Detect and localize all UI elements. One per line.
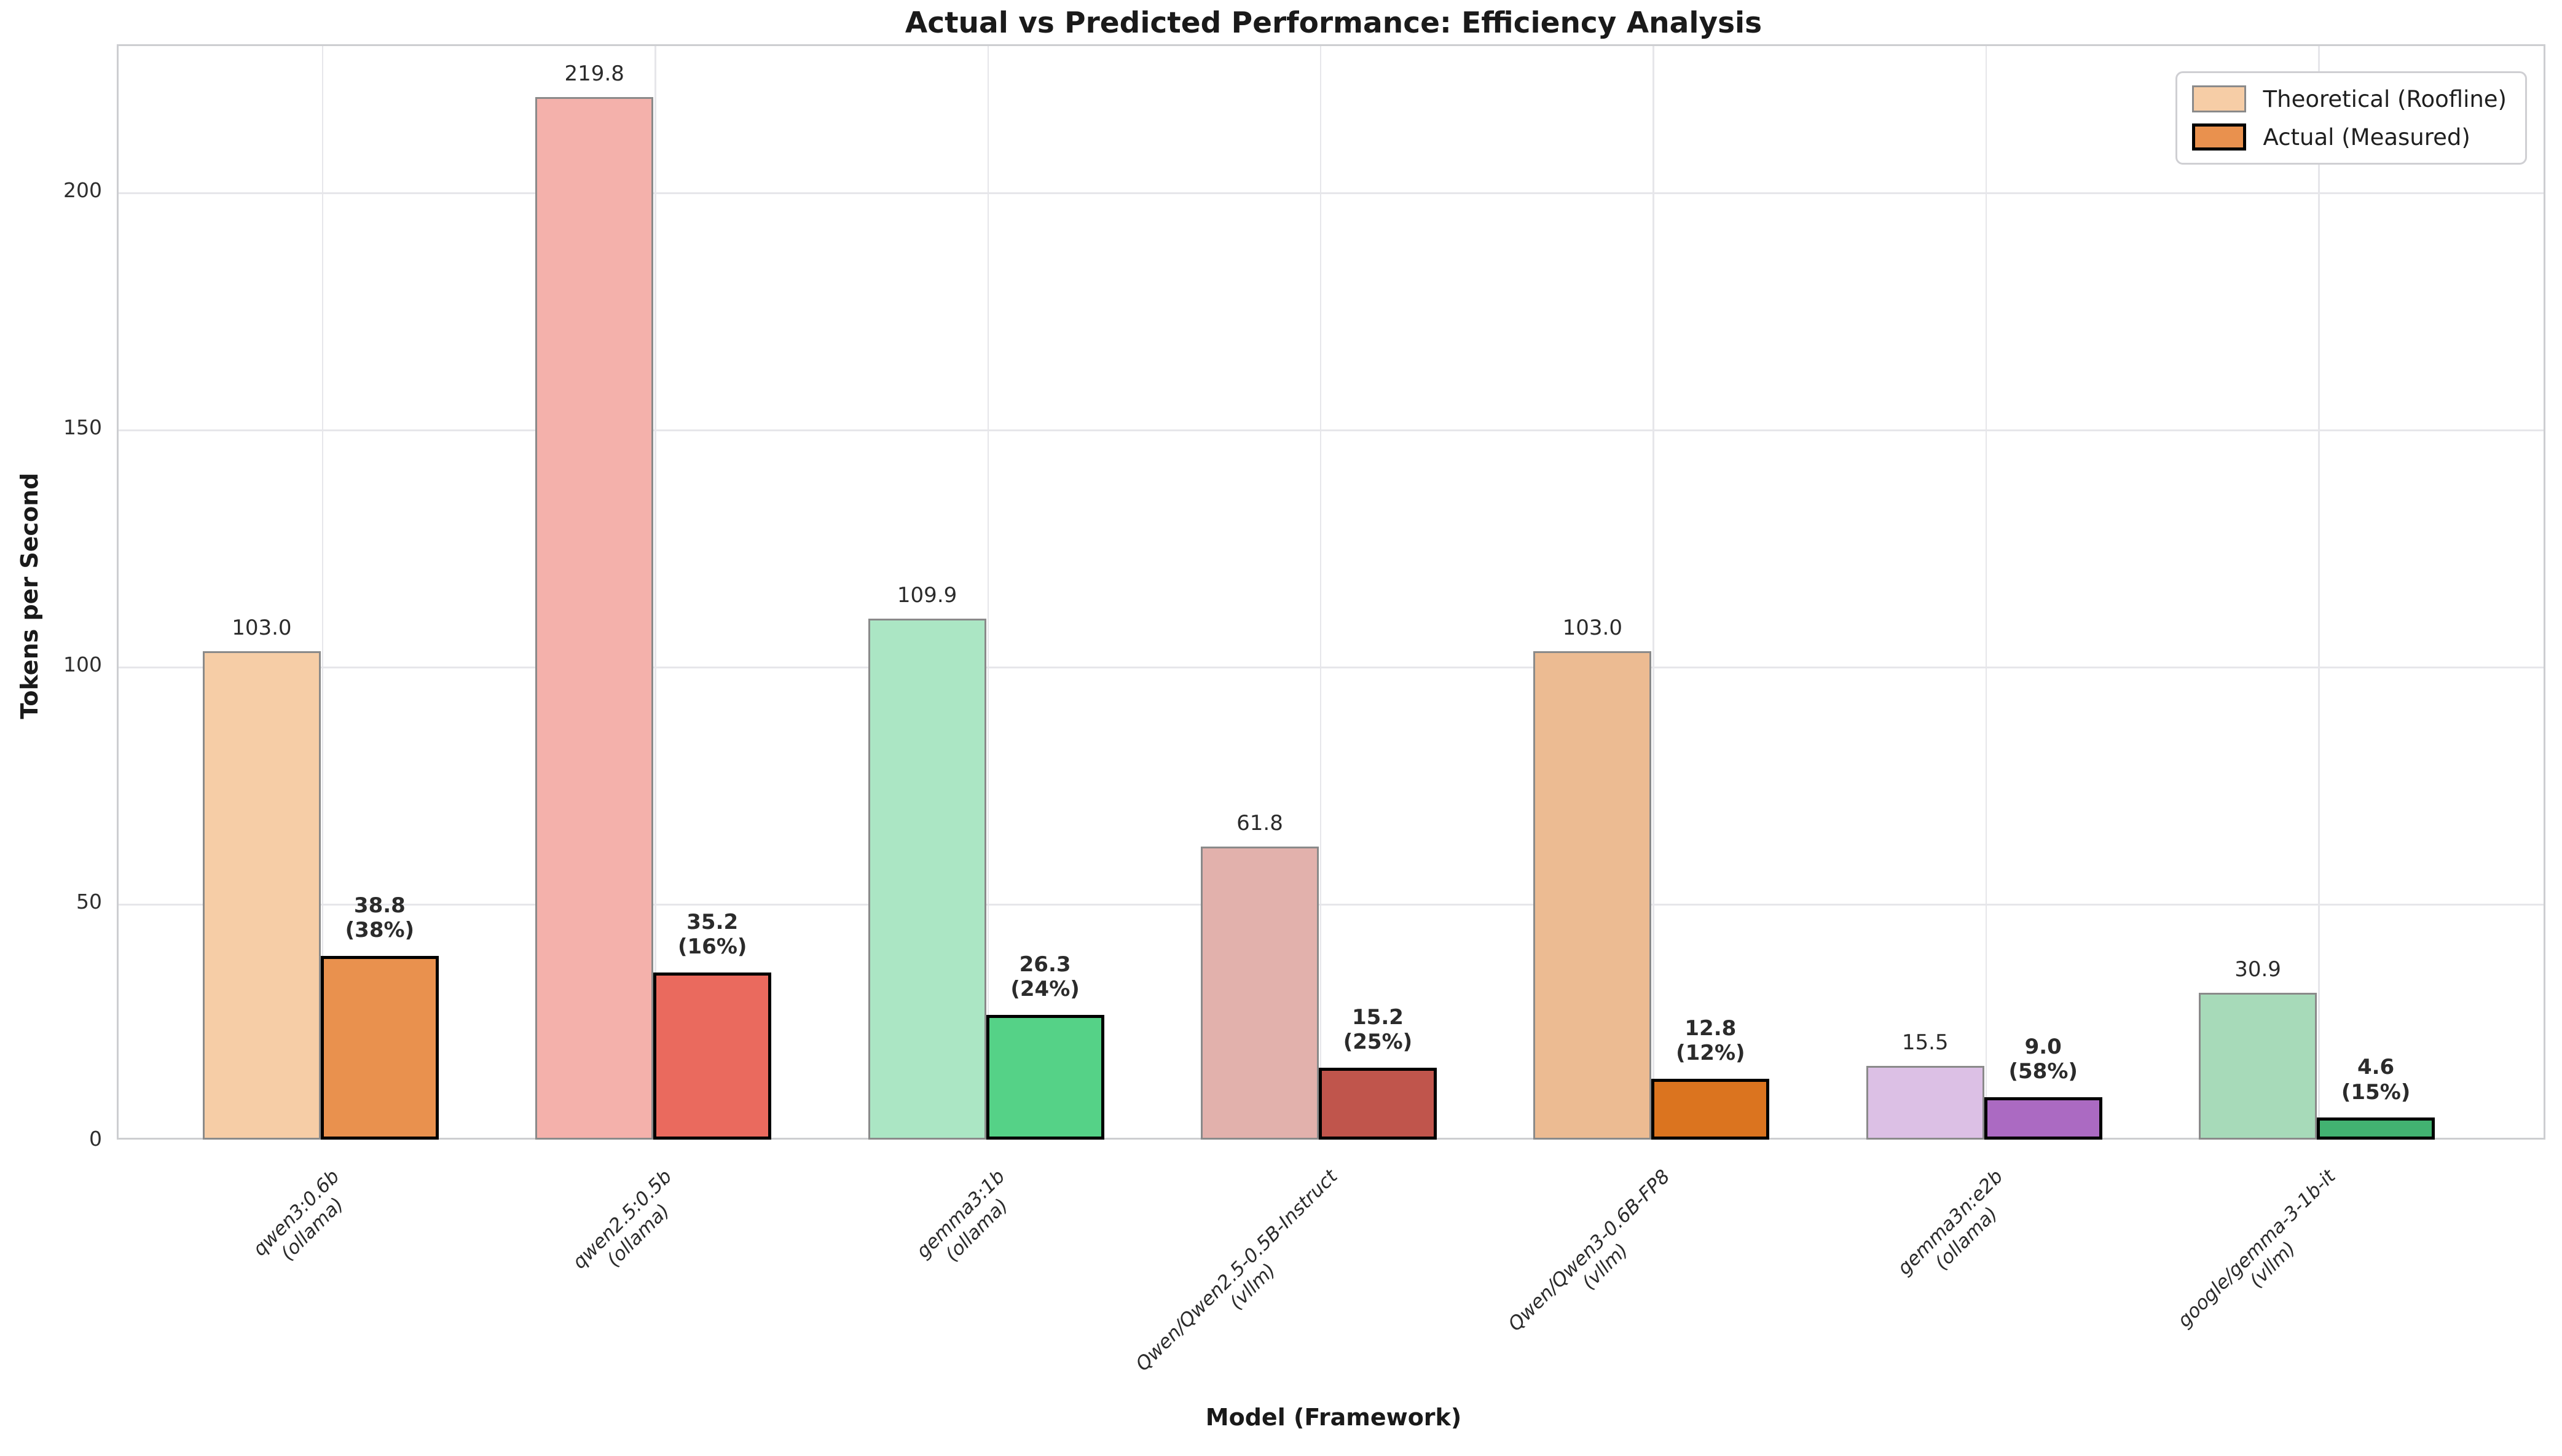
efficiency-percent: (25%)	[1343, 1029, 1413, 1054]
gridline-y-200	[119, 192, 2544, 194]
gridline-x-6	[2318, 46, 2320, 1138]
value-label-actual: 35.2 (16%)	[678, 910, 747, 959]
x-tick-anchor-3: Qwen/Qwen2.5-0.5B-Instruct (vllm)	[1131, 1165, 1601, 1376]
value-label-theoretical: 15.5	[1901, 1030, 1949, 1055]
y-axis-label: Tokens per Second	[16, 472, 43, 719]
bar-actual-google/gemma-3-1b-it	[2317, 1117, 2435, 1140]
value-label-actual: 4.6 (15%)	[2341, 1055, 2410, 1104]
x-tick-label-gemma3n:e2b: gemma3n:e2b (ollama)	[1893, 1165, 2008, 1280]
x-tick-anchor-2: gemma3:1b (ollama)	[912, 1165, 1109, 1266]
gridline-y-100	[119, 667, 2544, 668]
value-label-theoretical: 103.0	[1562, 615, 1622, 640]
bar-theoretical-qwen3:0.6b	[202, 651, 321, 1140]
value-label-actual: 15.2 (25%)	[1343, 1005, 1412, 1054]
x-tick-label-qwen3:0.6b: qwen3:0.6b (ollama)	[248, 1165, 348, 1265]
x-tick-anchor-6: google/gemma-3-1b-it (vllm)	[2174, 1165, 2537, 1332]
value-label-actual: 38.8 (38%)	[345, 893, 414, 942]
plot-area	[117, 44, 2545, 1140]
legend-swatch-theoretical	[2191, 85, 2246, 112]
x-tick-anchor-1: qwen2.5:0.5b (ollama)	[568, 1165, 791, 1274]
actual-value: 15.2	[1352, 1004, 1404, 1030]
gridline-x-2	[987, 46, 989, 1138]
bar-actual-qwen2.5:0.5b	[653, 973, 772, 1140]
value-label-actual: 12.8 (12%)	[1676, 1016, 1745, 1065]
gridline-x-3	[1319, 46, 1322, 1138]
actual-value: 35.2	[686, 910, 739, 935]
actual-value: 38.8	[353, 893, 406, 918]
bar-actual-gemma3n:e2b	[1984, 1097, 2102, 1140]
value-label-theoretical: 30.9	[2234, 957, 2281, 982]
x-tick-label-google/gemma-3-1b-it: google/gemma-3-1b-it (vllm)	[2173, 1165, 2340, 1332]
bar-theoretical-Qwen/Qwen3-0.6B-FP8	[1533, 651, 1652, 1140]
efficiency-percent: (12%)	[1676, 1041, 1745, 1066]
value-label-theoretical: 103.0	[232, 615, 292, 640]
value-label-theoretical: 61.8	[1236, 810, 1283, 836]
gridline-x-1	[654, 46, 656, 1138]
chart-title: Actual vs Predicted Performance: Efficie…	[905, 6, 1762, 40]
bar-theoretical-gemma3:1b	[868, 618, 986, 1140]
gridline-y-50	[119, 904, 2544, 906]
legend: Theoretical (Roofline) Actual (Measured)	[2175, 71, 2527, 165]
actual-value: 4.6	[2357, 1055, 2395, 1080]
gridline-x-4	[1652, 46, 1654, 1138]
y-tick-50: 50	[76, 890, 102, 914]
x-tick-label-gemma3:1b: gemma3:1b (ollama)	[911, 1165, 1013, 1266]
actual-value: 26.3	[1019, 952, 1071, 977]
efficiency-percent: (58%)	[2008, 1059, 2078, 1084]
bar-actual-gemma3:1b	[986, 1015, 1104, 1140]
legend-entry-theoretical: Theoretical (Roofline)	[2191, 85, 2507, 112]
legend-label-actual: Actual (Measured)	[2263, 123, 2470, 151]
bar-theoretical-qwen2.5:0.5b	[535, 97, 654, 1140]
bar-theoretical-gemma3n:e2b	[1866, 1066, 1984, 1140]
x-axis-label: Model (Framework)	[1205, 1404, 1462, 1431]
actual-value: 12.8	[1684, 1016, 1737, 1041]
value-label-actual: 26.3 (24%)	[1010, 952, 1079, 1001]
x-tick-label-Qwen/Qwen2.5-0.5B-Instruct: Qwen/Qwen2.5-0.5B-Instruct (vllm)	[1131, 1165, 1342, 1376]
gridline-x-0	[321, 46, 324, 1138]
x-tick-anchor-4: Qwen/Qwen3-0.6B-FP8 (vllm)	[1504, 1165, 1877, 1336]
y-tick-100: 100	[63, 652, 102, 677]
efficiency-percent: (15%)	[2341, 1079, 2411, 1105]
legend-label-theoretical: Theoretical (Roofline)	[2263, 85, 2507, 112]
x-tick-label-qwen2.5:0.5b: qwen2.5:0.5b (ollama)	[568, 1165, 677, 1274]
value-label-theoretical: 219.8	[564, 61, 624, 87]
x-tick-anchor-0: qwen3:0.6b (ollama)	[249, 1165, 441, 1265]
gridline-x-5	[1985, 46, 1987, 1138]
efficiency-percent: (16%)	[677, 934, 747, 960]
legend-entry-actual: Actual (Measured)	[2191, 123, 2507, 151]
value-label-actual: 9.0 (58%)	[2008, 1035, 2077, 1084]
x-tick-anchor-5: gemma3n:e2b (ollama)	[1893, 1165, 2131, 1280]
bar-theoretical-Qwen/Qwen2.5-0.5B-Instruct	[1200, 846, 1319, 1140]
bar-theoretical-google/gemma-3-1b-it	[2199, 993, 2317, 1140]
actual-value: 9.0	[2024, 1034, 2062, 1059]
value-label-theoretical: 109.9	[897, 582, 957, 608]
legend-swatch-actual	[2191, 123, 2246, 151]
y-tick-150: 150	[63, 415, 102, 440]
efficiency-percent: (24%)	[1010, 977, 1080, 1002]
bar-actual-Qwen/Qwen3-0.6B-FP8	[1651, 1079, 1770, 1140]
gridline-y-150	[119, 429, 2544, 431]
y-tick-200: 200	[63, 178, 102, 203]
y-tick-0: 0	[89, 1127, 102, 1151]
bar-actual-qwen3:0.6b	[320, 955, 439, 1140]
bar-actual-Qwen/Qwen2.5-0.5B-Instruct	[1318, 1067, 1437, 1140]
efficiency-percent: (38%)	[345, 917, 415, 942]
